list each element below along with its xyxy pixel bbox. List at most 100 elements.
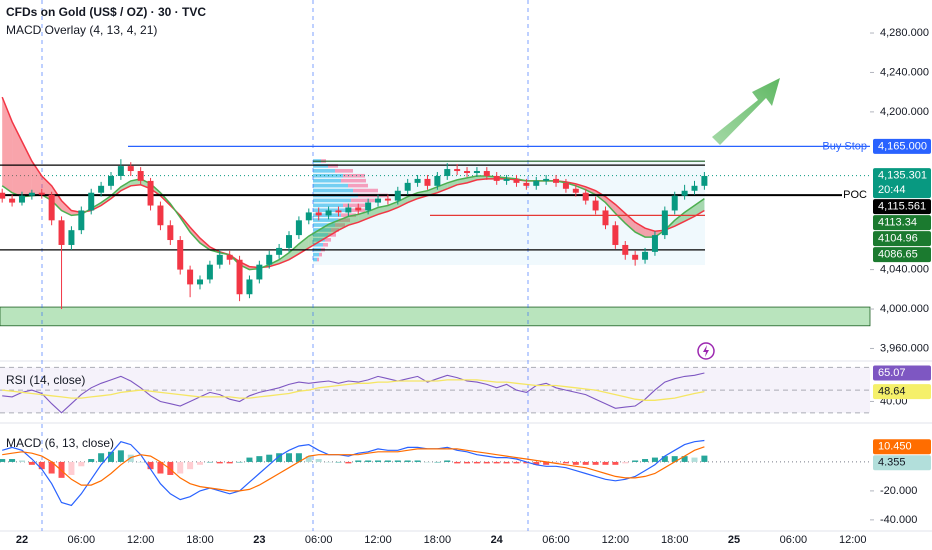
histogram-bar xyxy=(523,461,530,464)
candle-body xyxy=(315,212,322,216)
alert-icon-ring xyxy=(697,342,715,360)
candle-body xyxy=(543,178,550,181)
histogram-bar xyxy=(38,461,45,470)
candle-body xyxy=(28,192,35,196)
profile-down xyxy=(341,178,366,183)
histogram-bar xyxy=(147,461,154,470)
candle-body xyxy=(78,210,85,231)
x-tick-label: 18:00 xyxy=(424,534,452,546)
histogram-bar xyxy=(404,460,411,462)
y-tick-label: 4,240.000 xyxy=(880,66,929,78)
ribbon-fill xyxy=(190,227,200,243)
candle-body xyxy=(98,185,105,193)
candle-body xyxy=(177,240,184,270)
candle-body xyxy=(236,259,243,295)
candle-body xyxy=(206,264,213,280)
histogram-bar xyxy=(48,461,55,474)
support-zone xyxy=(0,306,871,327)
candle-body xyxy=(48,194,55,221)
candle-body xyxy=(691,185,698,191)
candle-body xyxy=(582,192,589,201)
candle-body xyxy=(562,182,569,189)
candle-body xyxy=(266,254,273,265)
candle-body xyxy=(68,230,75,245)
ribbon-fill xyxy=(397,196,408,208)
candle-body xyxy=(612,225,619,245)
candle-body xyxy=(493,175,500,181)
alert-icon-bolt xyxy=(703,345,709,357)
price-label: 4,165.000 xyxy=(878,140,927,152)
profile-down xyxy=(338,218,350,222)
price-label-box xyxy=(873,199,931,215)
level-label: Buy Stop xyxy=(822,140,867,152)
candle-body xyxy=(602,210,609,226)
profile-down xyxy=(335,169,353,173)
x-tick-label: 25 xyxy=(728,534,740,546)
candle-body xyxy=(365,202,372,211)
profile-up xyxy=(313,188,353,193)
histogram-bar xyxy=(88,459,95,462)
price-label-box xyxy=(873,247,931,263)
candle-body xyxy=(523,182,530,186)
histogram-bar xyxy=(9,459,16,462)
ribbon-fill xyxy=(61,200,72,216)
y-tick-label: 4,040.000 xyxy=(880,264,929,276)
histogram-bar xyxy=(18,460,25,462)
profile-down xyxy=(343,173,365,178)
profile-up xyxy=(313,218,338,222)
profile-down xyxy=(317,257,319,262)
histogram-bar xyxy=(444,460,451,462)
profile-up xyxy=(313,183,348,188)
x-tick-label: 23 xyxy=(253,534,265,546)
profile-up xyxy=(313,203,343,208)
histogram-bar xyxy=(325,461,332,463)
x-tick-label: 06:00 xyxy=(780,534,808,546)
profile-down xyxy=(328,164,338,168)
histogram-bar xyxy=(394,460,401,462)
ribbon-fill xyxy=(328,220,339,237)
candle-body xyxy=(9,198,16,203)
x-tick-label: 18:00 xyxy=(186,534,214,546)
histogram-bar xyxy=(286,453,293,462)
price-label: 4,135.301 xyxy=(878,170,927,182)
y-tick-label: 4,280.000 xyxy=(880,27,929,39)
histogram-bar xyxy=(632,460,639,462)
x-tick-label: 06:00 xyxy=(542,534,570,546)
candle-body xyxy=(483,171,490,176)
histogram-bar xyxy=(216,461,223,464)
indicator-line xyxy=(2,372,705,414)
profile-up xyxy=(313,228,331,232)
candle-body xyxy=(533,180,540,186)
profile-down xyxy=(325,238,331,242)
candle-body xyxy=(651,235,658,252)
price-label: 4086.65 xyxy=(878,249,918,261)
profile-up xyxy=(313,164,328,168)
price-label-box xyxy=(873,455,931,471)
candle-body xyxy=(434,175,441,186)
histogram-bar xyxy=(691,457,698,462)
x-tick-label: 12:00 xyxy=(364,534,392,546)
candle-body xyxy=(58,220,65,245)
histogram-bar xyxy=(375,460,382,462)
candle-body xyxy=(464,171,471,174)
histogram-bar xyxy=(266,454,273,462)
candle-body xyxy=(473,171,480,174)
x-tick-label: 18:00 xyxy=(661,534,689,546)
ribbon-fill xyxy=(21,141,32,197)
candle-body xyxy=(147,180,154,206)
candle-body xyxy=(157,205,164,226)
candle-body xyxy=(394,190,401,201)
candle-body xyxy=(256,264,263,280)
profile-up xyxy=(313,198,351,203)
indicator-line xyxy=(1,96,705,269)
x-tick-label: 06:00 xyxy=(68,534,96,546)
ribbon-fill xyxy=(635,222,646,238)
candle-body xyxy=(632,254,639,260)
price-label-box xyxy=(873,365,931,381)
candle-body xyxy=(246,279,253,295)
histogram-bar xyxy=(68,461,75,475)
candle-body xyxy=(671,195,678,211)
candle-body xyxy=(325,210,332,216)
